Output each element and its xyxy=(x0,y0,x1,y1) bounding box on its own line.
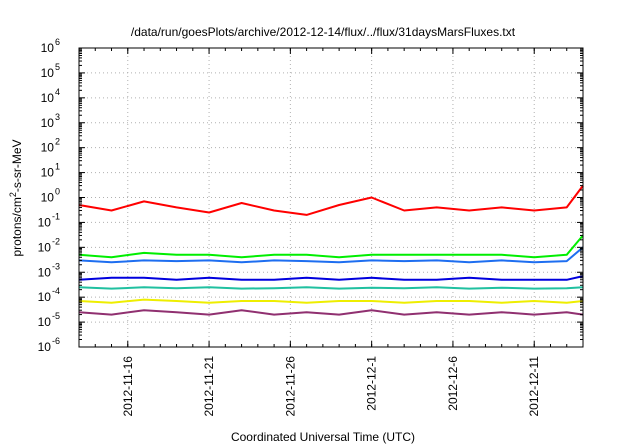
series-line-4 xyxy=(78,275,584,281)
y-tick-label: 10-1 xyxy=(38,211,60,229)
y-tick-label: 101 xyxy=(41,162,60,180)
series-line-6 xyxy=(78,298,584,304)
y-tick-label: 10-2 xyxy=(38,236,60,254)
series-line-2 xyxy=(78,234,584,259)
y-tick-label: 106 xyxy=(41,37,60,55)
series-line-3 xyxy=(78,246,584,264)
y-tick-label: 105 xyxy=(41,62,60,80)
y-tick-label: 10-5 xyxy=(38,311,60,329)
y-tick-label: 10-4 xyxy=(38,286,60,304)
x-axis-label: Coordinated Universal Time (UTC) xyxy=(231,430,415,444)
series-layer xyxy=(78,185,584,316)
x-tick-label: 2012-12-6 xyxy=(446,356,460,411)
y-tick-label: 103 xyxy=(41,112,60,130)
grid xyxy=(79,48,583,347)
axes: 10-6 10-5 10-4 10-3 10-2 10-1 100 101 102 103 104 1… xyxy=(38,37,584,417)
y-tick-label: 104 xyxy=(41,87,60,105)
y-tick-label: 100 xyxy=(41,187,60,205)
y-axis-label: protons/cm2-s-sr-MeV xyxy=(8,139,24,256)
x-tick-label: 2012-11-21 xyxy=(202,356,216,417)
series-line-1 xyxy=(78,185,584,216)
x-tick-label: 2012-11-26 xyxy=(283,356,297,417)
chart-title: /data/run/goesPlots/archive/2012-12-14/f… xyxy=(131,25,516,39)
series-line-7 xyxy=(78,309,584,316)
y-tick-label: 10-6 xyxy=(38,336,60,354)
series-line-5 xyxy=(78,286,584,290)
y-tick-label: 102 xyxy=(41,137,60,155)
y-tick-label: 10-3 xyxy=(38,261,60,279)
x-tick-label: 2012-12-1 xyxy=(365,356,379,411)
x-tick-label: 2012-11-16 xyxy=(121,356,135,417)
x-tick-label: 2012-12-11 xyxy=(527,356,541,417)
